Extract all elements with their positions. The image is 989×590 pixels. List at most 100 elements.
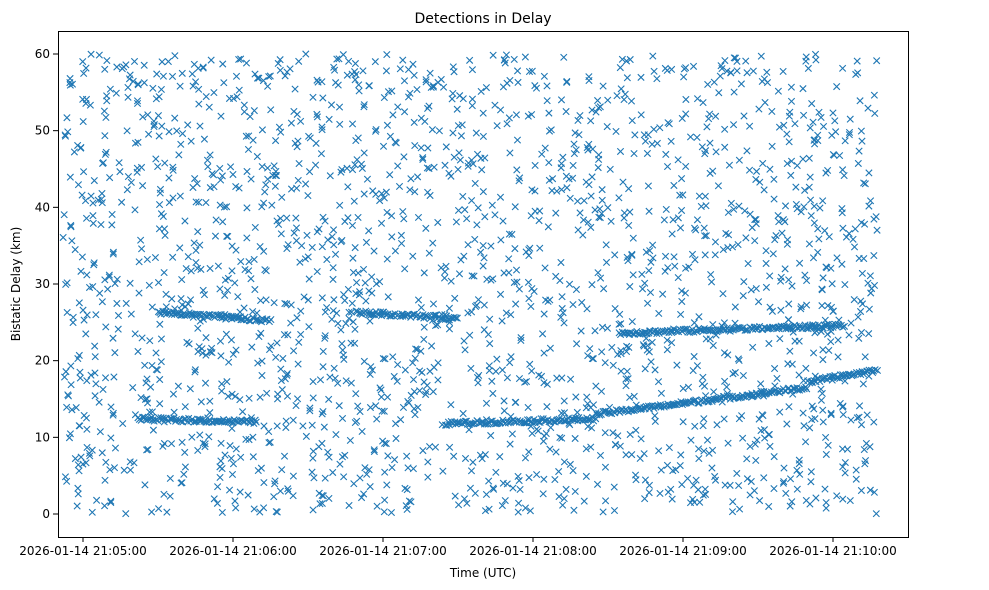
detection-point (372, 280, 381, 288)
detection-point (762, 283, 771, 291)
detection-point (334, 319, 342, 328)
detection-point (284, 241, 292, 249)
detection-point (380, 94, 388, 102)
detection-point (783, 159, 791, 168)
detection-point (679, 418, 687, 426)
detection-point (382, 440, 390, 448)
detection-point (335, 55, 343, 63)
detection-point (240, 101, 248, 109)
detection-point (173, 309, 181, 317)
detection-point (780, 478, 788, 486)
detection-point (266, 438, 274, 446)
detection-point (535, 217, 543, 225)
detection-point (498, 317, 506, 325)
detection-point (765, 339, 773, 348)
detection-point (808, 415, 816, 424)
detection-point (601, 429, 609, 437)
detection-point (479, 188, 487, 196)
detection-point (264, 175, 272, 183)
detection-point (115, 159, 123, 167)
detection-point (739, 434, 747, 442)
detection-point (460, 495, 469, 503)
detection-point (199, 439, 207, 447)
detection-point (822, 498, 830, 507)
detection-point (325, 115, 333, 123)
detection-point (277, 230, 285, 238)
detection-point (796, 470, 804, 478)
detection-point (478, 166, 486, 174)
detection-point (734, 240, 742, 249)
detection-point (527, 212, 535, 220)
detection-point (350, 480, 358, 488)
detection-point (695, 313, 703, 321)
detection-point (596, 214, 604, 222)
detection-point (265, 427, 273, 436)
detection-point (196, 241, 204, 249)
detection-point (146, 337, 154, 345)
detection-point (829, 109, 837, 117)
detection-point (355, 81, 363, 89)
detection-point (293, 143, 301, 151)
detection-point (184, 253, 192, 261)
detection-point (682, 162, 690, 171)
detection-point (297, 307, 305, 315)
detection-point (622, 382, 630, 390)
detection-point (197, 398, 205, 406)
detection-point (716, 72, 724, 80)
detection-point (626, 393, 634, 401)
detection-point (244, 491, 252, 499)
detection-point (740, 278, 748, 286)
detection-point (76, 368, 84, 376)
detection-point (226, 163, 235, 171)
detection-point (493, 355, 501, 363)
detection-point (711, 112, 720, 120)
x-tick-label: 2026-01-14 21:06:00 (169, 544, 296, 558)
detection-point (623, 342, 631, 350)
detection-point (583, 305, 591, 313)
detection-point (613, 92, 621, 100)
detection-point (629, 234, 637, 242)
detection-point (852, 70, 860, 78)
detection-point (498, 366, 507, 374)
detection-point (362, 297, 370, 305)
detection-point (678, 287, 686, 295)
detection-point (157, 358, 165, 366)
detection-point (487, 242, 495, 250)
detection-point (92, 380, 100, 388)
detection-point (488, 201, 496, 209)
detection-point (171, 52, 179, 60)
detection-point (394, 103, 402, 111)
detection-point (347, 339, 355, 347)
detection-point (91, 369, 99, 377)
detection-point (231, 392, 239, 400)
detection-point (152, 349, 160, 357)
detection-point (740, 112, 748, 120)
detection-point (455, 270, 464, 278)
detection-point (776, 335, 784, 343)
detection-point (678, 481, 686, 489)
detection-point (355, 291, 363, 299)
detection-point (855, 334, 863, 342)
detection-point (158, 122, 166, 130)
detection-point (424, 144, 432, 152)
detection-point (335, 103, 344, 111)
detection-point (141, 481, 149, 489)
detection-point (650, 125, 658, 133)
detection-point (202, 198, 210, 207)
detection-point (272, 137, 280, 145)
detection-point (566, 460, 574, 468)
detection-point (216, 285, 224, 293)
detection-point (101, 374, 110, 382)
detection-point (154, 112, 163, 120)
detection-point (400, 153, 408, 161)
detection-point (834, 336, 842, 344)
detection-point (187, 267, 195, 275)
detection-point (466, 56, 474, 64)
detection-point (721, 125, 729, 133)
detection-point (491, 211, 499, 219)
detection-point (620, 95, 628, 104)
detection-point (700, 447, 708, 455)
detection-point (451, 294, 459, 302)
detection-point (525, 474, 533, 482)
detection-point (249, 308, 257, 316)
